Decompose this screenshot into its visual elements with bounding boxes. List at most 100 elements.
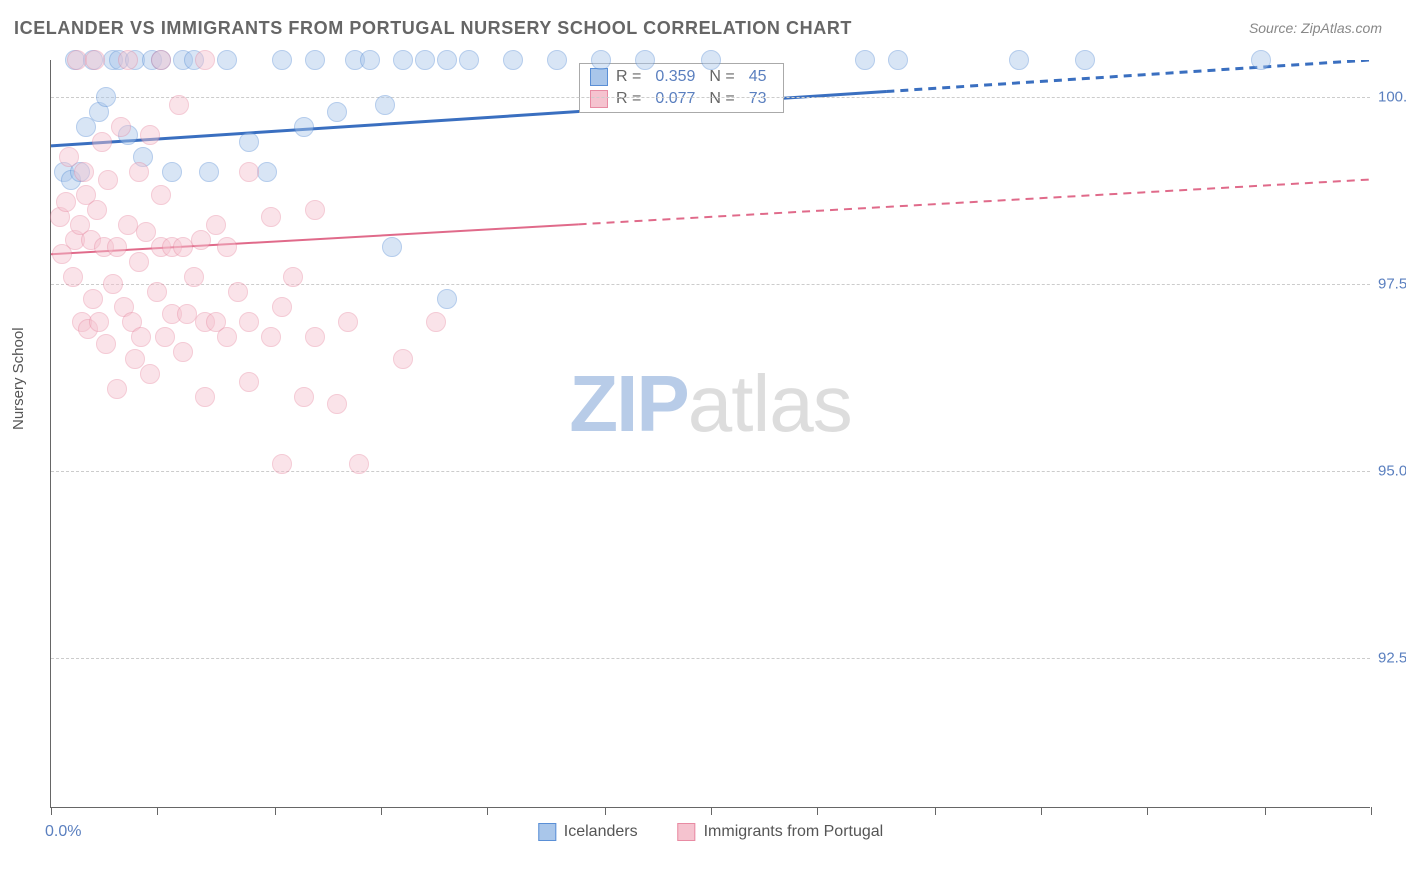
data-point-portugal <box>294 387 314 407</box>
data-point-icelanders <box>437 289 457 309</box>
data-point-portugal <box>151 185 171 205</box>
data-point-portugal <box>140 125 160 145</box>
legend-r-value: 0.359 <box>655 68 695 86</box>
data-point-icelanders <box>701 50 721 70</box>
data-point-portugal <box>87 200 107 220</box>
data-point-icelanders <box>591 50 611 70</box>
source-attribution: Source: ZipAtlas.com <box>1249 20 1382 36</box>
data-point-portugal <box>151 50 171 70</box>
y-tick-label: 95.0% <box>1378 463 1406 480</box>
data-point-icelanders <box>1009 50 1029 70</box>
data-point-icelanders <box>162 162 182 182</box>
data-point-portugal <box>103 274 123 294</box>
data-point-portugal <box>338 312 358 332</box>
x-tick <box>487 807 488 815</box>
series-legend-item-icelanders: Icelanders <box>538 823 638 841</box>
trendline-dashed-portugal <box>579 180 1370 225</box>
data-point-portugal <box>327 394 347 414</box>
x-tick <box>711 807 712 815</box>
data-point-icelanders <box>503 50 523 70</box>
watermark-light: atlas <box>688 359 852 448</box>
data-point-icelanders <box>217 50 237 70</box>
data-point-portugal <box>217 237 237 257</box>
legend-n-label: N = <box>709 90 734 108</box>
x-tick <box>1147 807 1148 815</box>
x-tick <box>817 807 818 815</box>
data-point-icelanders <box>393 50 413 70</box>
x-tick <box>51 807 52 815</box>
data-point-portugal <box>83 289 103 309</box>
data-point-icelanders <box>855 50 875 70</box>
data-point-portugal <box>155 327 175 347</box>
data-point-portugal <box>195 387 215 407</box>
data-point-icelanders <box>199 162 219 182</box>
data-point-portugal <box>107 237 127 257</box>
legend-r-value: 0.077 <box>655 90 695 108</box>
legend-swatch <box>590 90 608 108</box>
data-point-icelanders <box>547 50 567 70</box>
data-point-portugal <box>349 454 369 474</box>
data-point-portugal <box>111 117 131 137</box>
data-point-portugal <box>136 222 156 242</box>
data-point-portugal <box>169 95 189 115</box>
series-legend-label: Icelanders <box>564 823 638 840</box>
data-point-portugal <box>98 170 118 190</box>
data-point-portugal <box>393 349 413 369</box>
x-tick <box>381 807 382 815</box>
data-point-portugal <box>239 312 259 332</box>
data-point-icelanders <box>327 102 347 122</box>
data-point-icelanders <box>257 162 277 182</box>
data-point-portugal <box>96 334 116 354</box>
data-point-portugal <box>147 282 167 302</box>
watermark-bold: ZIP <box>569 359 687 448</box>
data-point-portugal <box>206 215 226 235</box>
x-tick <box>605 807 606 815</box>
data-point-portugal <box>217 327 237 347</box>
data-point-portugal <box>140 364 160 384</box>
data-point-portugal <box>107 379 127 399</box>
legend-swatch <box>538 823 556 841</box>
data-point-portugal <box>272 454 292 474</box>
x-tick <box>935 807 936 815</box>
correlation-legend-row-portugal: R = 0.077 N = 73 <box>580 88 783 110</box>
data-point-portugal <box>56 192 76 212</box>
data-point-icelanders <box>1251 50 1271 70</box>
legend-swatch <box>678 823 696 841</box>
legend-r-label: R = <box>616 68 641 86</box>
x-tick <box>275 807 276 815</box>
data-point-icelanders <box>382 237 402 257</box>
watermark: ZIPatlas <box>569 358 851 450</box>
trendline-dashed-icelanders <box>886 60 1370 91</box>
legend-n-value: 73 <box>749 90 767 108</box>
correlation-legend-row-icelanders: R = 0.359 N = 45 <box>580 66 783 88</box>
legend-swatch <box>590 68 608 86</box>
x-tick <box>1371 807 1372 815</box>
data-point-icelanders <box>375 95 395 115</box>
data-point-portugal <box>125 349 145 369</box>
data-point-portugal <box>129 162 149 182</box>
data-point-icelanders <box>96 87 116 107</box>
chart-title: ICELANDER VS IMMIGRANTS FROM PORTUGAL NU… <box>14 18 852 39</box>
data-point-portugal <box>184 267 204 287</box>
data-point-portugal <box>63 267 83 287</box>
y-axis-label: Nursery School <box>10 327 27 430</box>
data-point-icelanders <box>1075 50 1095 70</box>
data-point-portugal <box>426 312 446 332</box>
series-legend: IcelandersImmigrants from Portugal <box>538 823 883 841</box>
data-point-icelanders <box>437 50 457 70</box>
data-point-portugal <box>305 200 325 220</box>
data-point-portugal <box>59 147 79 167</box>
data-point-portugal <box>191 230 211 250</box>
data-point-portugal <box>239 372 259 392</box>
data-point-portugal <box>85 50 105 70</box>
data-point-portugal <box>89 312 109 332</box>
data-point-icelanders <box>360 50 380 70</box>
data-point-icelanders <box>239 132 259 152</box>
gridline-h <box>51 97 1370 98</box>
correlation-legend: R = 0.359 N = 45 R = 0.077 N = 73 <box>579 63 784 113</box>
data-point-icelanders <box>635 50 655 70</box>
y-tick-label: 100.0% <box>1378 89 1406 106</box>
data-point-icelanders <box>272 50 292 70</box>
y-tick-label: 92.5% <box>1378 650 1406 667</box>
data-point-portugal <box>283 267 303 287</box>
